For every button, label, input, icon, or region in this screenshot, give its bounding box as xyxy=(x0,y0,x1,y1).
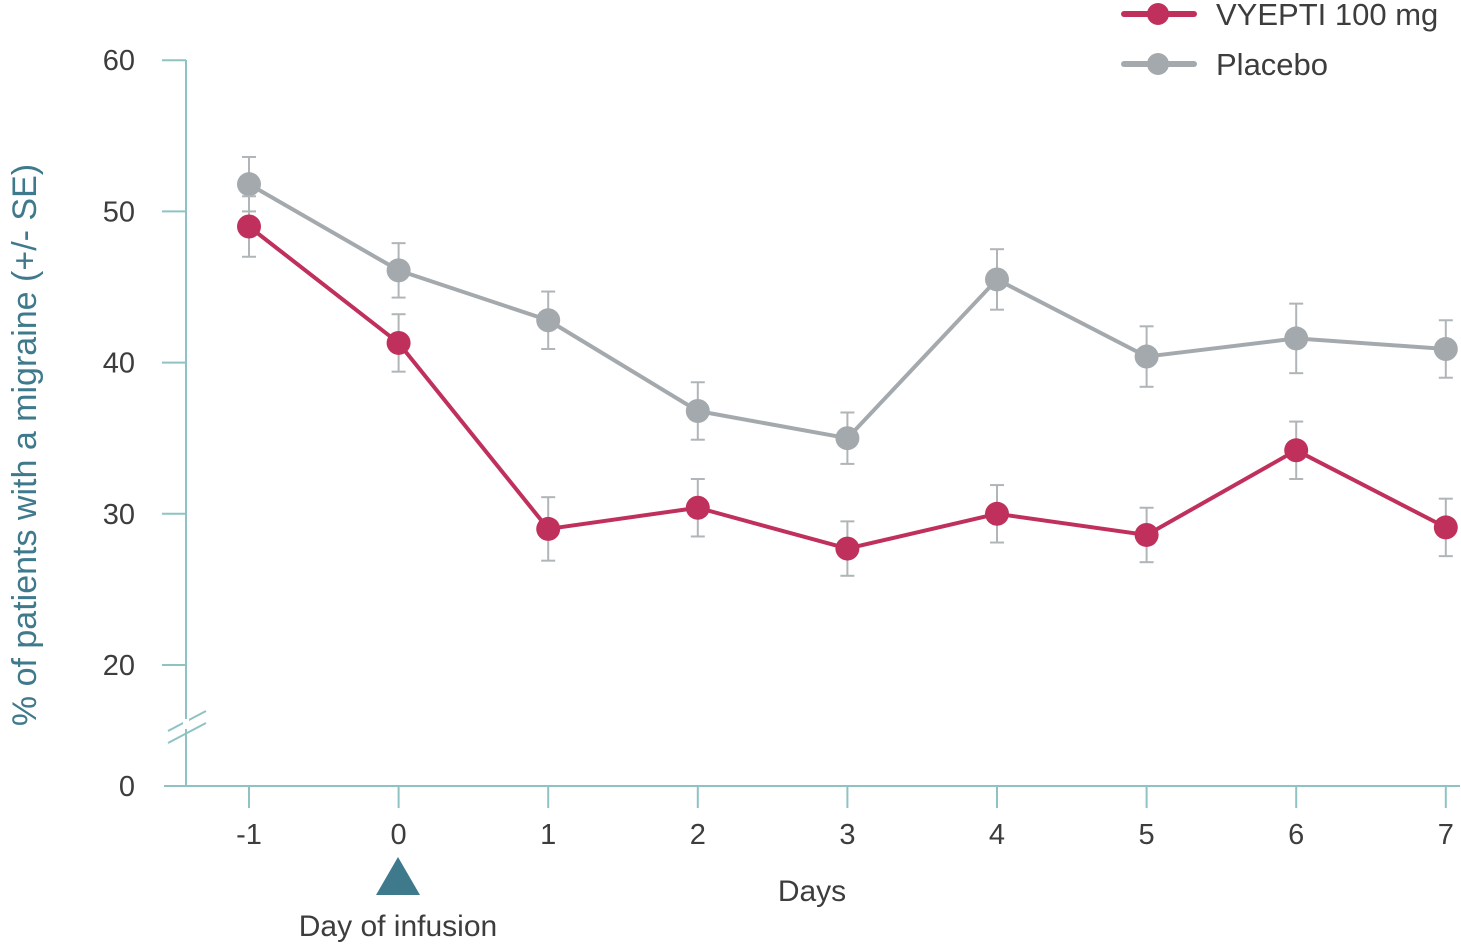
x-tick-label: -1 xyxy=(236,819,262,851)
data-point xyxy=(386,258,411,283)
data-point xyxy=(536,516,561,541)
y-tick-label: 30 xyxy=(103,499,135,531)
legend-item: Placebo xyxy=(1121,47,1328,82)
infusion-label: Day of infusion xyxy=(299,910,497,943)
data-point xyxy=(835,426,860,451)
series-layer xyxy=(237,155,1458,577)
infusion-triangle-marker xyxy=(376,857,420,895)
y-tick-label: 20 xyxy=(103,650,135,682)
legend-label: VYEPTI 100 mg xyxy=(1216,0,1438,32)
y-axis-label: % of patients with a migraine (+/- SE) xyxy=(6,164,44,726)
series-vyepti-100-mg xyxy=(237,195,1458,577)
x-tick-label: 5 xyxy=(1139,819,1155,851)
series-line xyxy=(247,224,1447,551)
data-point xyxy=(386,330,411,355)
data-point xyxy=(835,536,860,561)
data-point xyxy=(685,495,710,520)
x-ticks: -1 0 1 2 3 4 5 6 7 xyxy=(236,786,1454,851)
series-line xyxy=(248,182,1446,441)
legend-swatch-point xyxy=(1147,3,1169,25)
data-point xyxy=(1433,515,1458,540)
data-point xyxy=(1433,336,1458,361)
axis-break-mark xyxy=(167,722,207,744)
legend-item: VYEPTI 100 mg xyxy=(1121,0,1438,32)
legend-label: Placebo xyxy=(1216,47,1328,82)
data-point xyxy=(1134,522,1159,547)
data-point xyxy=(1134,344,1159,369)
y-tick-label: 40 xyxy=(103,348,135,380)
data-point xyxy=(1284,326,1309,351)
data-point xyxy=(1284,438,1309,463)
x-tick-label: 1 xyxy=(540,819,556,851)
x-tick-label: 0 xyxy=(391,819,407,851)
x-tick-label: 3 xyxy=(839,819,855,851)
series-placebo xyxy=(237,155,1458,465)
y-tick-label: 50 xyxy=(103,196,135,228)
x-tick-label: 7 xyxy=(1438,819,1454,851)
data-point xyxy=(685,398,710,423)
y-ticks: 0 20 30 40 50 60 xyxy=(103,45,186,803)
y-tick-label: 60 xyxy=(103,45,135,77)
x-tick-label: 4 xyxy=(989,819,1005,851)
x-axis-label: Days xyxy=(778,875,846,908)
x-tick-label: 2 xyxy=(690,819,706,851)
y-tick-label: 0 xyxy=(119,771,135,803)
axis-break-gap xyxy=(183,719,189,729)
legend-swatch-point xyxy=(1147,53,1169,75)
day-of-infusion-annotation: Day of infusion xyxy=(299,857,497,943)
axes xyxy=(164,60,1460,787)
data-point xyxy=(237,172,261,197)
data-point xyxy=(985,267,1009,292)
data-point xyxy=(985,501,1009,526)
x-tick-label: 6 xyxy=(1288,819,1304,851)
data-point xyxy=(237,214,261,239)
data-point xyxy=(536,308,561,333)
legend: VYEPTI 100 mg Placebo xyxy=(1121,0,1438,82)
